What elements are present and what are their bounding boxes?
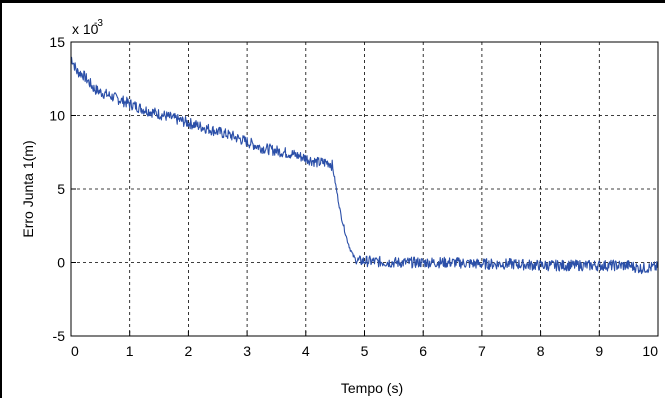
x-tick-label: 6 <box>419 343 427 359</box>
axis-ticks: 0 1 2 3 4 5 6 7 8 9 10 -5 0 5 10 15 <box>49 34 659 359</box>
y-scale-exponent: -3 <box>94 18 103 29</box>
y-tick-label: -5 <box>53 328 66 344</box>
y-tick-label: 10 <box>49 108 65 124</box>
x-tick-label: 5 <box>361 343 369 359</box>
y-tick-label: 5 <box>57 181 65 197</box>
y-scale-label: x 10 <box>72 21 99 37</box>
series-line <box>70 56 659 275</box>
x-tick-label: 7 <box>478 343 486 359</box>
x-axis-label: Tempo (s) <box>341 380 403 396</box>
x-tick-label: 4 <box>302 343 310 359</box>
x-tick-label: 9 <box>595 343 603 359</box>
y-tick-label: 0 <box>57 255 65 271</box>
x-tick-label: 8 <box>537 343 545 359</box>
x-tick-label: 2 <box>185 343 193 359</box>
x-tick-label: 1 <box>126 343 134 359</box>
line-chart: 0 1 2 3 4 5 6 7 8 9 10 -5 0 5 10 15 x 10 -3 Tempo (s) E… <box>20 18 659 396</box>
x-tick-label: 10 <box>642 343 658 359</box>
y-axis-label: Erro Junta 1(m) <box>20 140 36 237</box>
x-tick-label: 0 <box>71 343 79 359</box>
x-tick-label: 3 <box>243 343 251 359</box>
y-tick-label: 15 <box>49 34 65 50</box>
